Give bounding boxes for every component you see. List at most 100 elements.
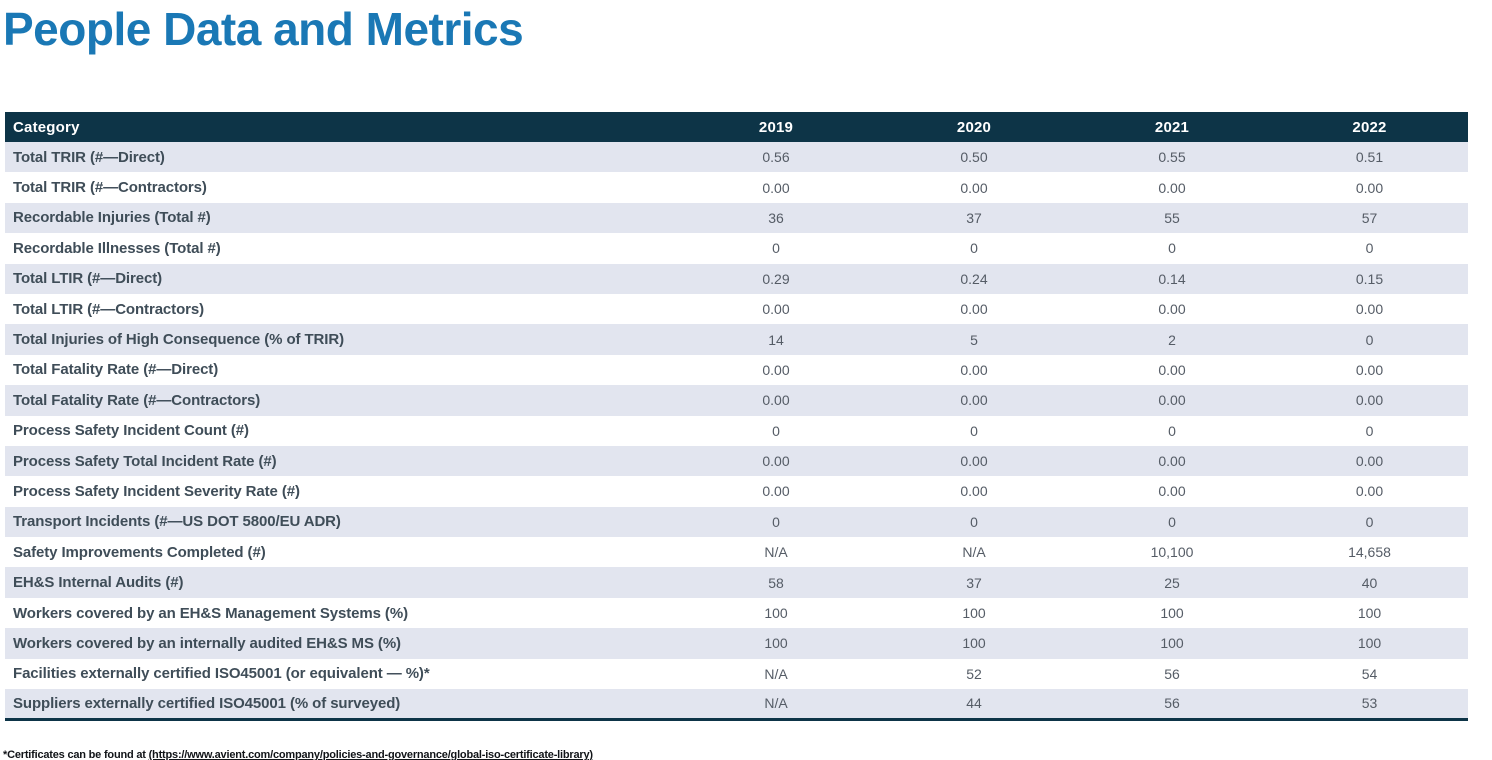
table-row: Total TRIR (#—Contractors) 0.00 0.00 0.00 0.… [5, 172, 1468, 203]
value-cell: 14,658 [1348, 544, 1391, 561]
table-row: Total LTIR (#—Direct) 0.29 0.24 0.14 0.15 [5, 263, 1468, 294]
category-cell: Transport Incidents (#—US DOT 5800/EU AD… [13, 513, 341, 531]
category-cell: Total Fatality Rate (#—Direct) [13, 361, 219, 379]
value-cell: 100 [1357, 605, 1382, 622]
value-cell: 10,100 [1150, 544, 1194, 561]
value-cell: 0.14 [1158, 270, 1186, 287]
value-cell: 0.00 [1158, 392, 1186, 409]
value-cell: 0 [970, 513, 978, 530]
value-cell: 55 [1164, 209, 1180, 226]
table-row: Total TRIR (#—Direct) 0.56 0.50 0.55 0.51 [5, 142, 1468, 173]
value-cell: 0.00 [960, 301, 988, 318]
table-row: Facilities externally certified ISO45001… [5, 658, 1468, 690]
category-cell: Total LTIR (#—Direct) [13, 270, 163, 288]
value-cell: 0.15 [1355, 270, 1384, 287]
value-cell: 0.00 [1355, 453, 1384, 470]
value-cell: 0.00 [1355, 179, 1384, 196]
value-cell: 0.00 [1158, 483, 1186, 500]
value-cell: 100 [1160, 635, 1184, 652]
value-cell: 0.29 [762, 270, 790, 287]
value-cell: 5 [970, 331, 978, 348]
category-cell: Total TRIR (#—Direct) [13, 148, 165, 166]
category-cell: Total Injuries of High Consequence (% of… [13, 331, 344, 349]
value-cell: 2 [1168, 331, 1176, 348]
value-cell: 0 [970, 422, 978, 439]
value-cell: 0.00 [960, 179, 988, 196]
value-cell: 0 [772, 240, 780, 257]
table-row: Total Injuries of High Consequence (% of… [5, 324, 1468, 355]
table-row: Total LTIR (#—Contractors) 0.00 0.00 0.00 0.… [5, 293, 1468, 325]
value-cell: 0.55 [1158, 149, 1186, 166]
value-cell: 40 [1361, 574, 1378, 591]
value-cell: 0.00 [762, 453, 790, 470]
table-row: Recordable Injuries (Total #) 36 37 55 57 [5, 202, 1468, 234]
value-cell: 0 [1365, 422, 1374, 439]
footnote: *Certificates can be found at (https://w… [3, 749, 593, 760]
table-row: Workers covered by an internally audited… [5, 628, 1468, 659]
table-row: Transport Incidents (#—US DOT 5800/EU AD… [5, 506, 1468, 538]
table-row: Safety Improvements Completed (#) N/A N/A 1… [5, 537, 1468, 568]
table-row: Total Fatality Rate (#—Direct) 0.00 0.00 0.… [5, 354, 1468, 386]
value-cell: 100 [962, 635, 986, 652]
footnote-text: *Certificates can be found at [3, 749, 149, 760]
value-cell: 0.00 [762, 392, 790, 409]
table-row: Process Safety Incident Severity Rate (#… [5, 476, 1468, 507]
value-cell: 100 [764, 635, 788, 652]
value-cell: 0.00 [960, 483, 988, 500]
column-header-year: 2021 [1073, 112, 1271, 142]
value-cell: 56 [1164, 665, 1180, 682]
value-cell: 100 [764, 605, 788, 622]
column-header-category: Category [5, 112, 677, 142]
value-cell: N/A [764, 695, 788, 712]
value-cell: N/A [764, 544, 788, 561]
table-row: Recordable Illnesses (Total #) 0 0 0 0 [5, 233, 1468, 264]
value-cell: 56 [1164, 695, 1180, 712]
value-cell: 44 [966, 695, 982, 712]
value-cell: 0 [1168, 240, 1176, 257]
value-cell: 0.51 [1355, 149, 1384, 166]
value-cell: 14 [768, 331, 784, 348]
value-cell: 0 [772, 513, 780, 530]
value-cell: 0 [1365, 331, 1374, 348]
value-cell: 0.00 [762, 179, 790, 196]
table-row: Process Safety Incident Count (#) 0 0 0 0 [5, 415, 1468, 446]
table-row: Process Safety Total Incident Rate (#) 0.… [5, 445, 1468, 477]
header-row: Category 2019 2020 2021 2022 [5, 112, 1468, 142]
value-cell: 0.00 [1158, 453, 1186, 470]
category-cell: Safety Improvements Completed (#) [13, 543, 266, 561]
category-cell: Total LTIR (#—Contractors) [13, 300, 205, 318]
page-title: People Data and Metrics [3, 3, 524, 55]
metrics-table: Category 2019 2020 2021 2022 Total TRIR (#—D… [5, 112, 1468, 721]
value-cell: 58 [768, 574, 784, 591]
category-cell: Total Fatality Rate (#—Contractors) [13, 391, 261, 409]
value-cell: 0.56 [762, 149, 790, 166]
category-cell: Recordable Illnesses (Total #) [13, 239, 221, 257]
category-cell: Workers covered by an internally audited… [13, 634, 401, 652]
value-cell: 0.00 [1158, 361, 1186, 378]
value-cell: 0 [1168, 513, 1176, 530]
value-cell: 53 [1361, 695, 1378, 712]
value-cell: 100 [1160, 605, 1184, 622]
value-cell: 0.24 [960, 270, 988, 287]
footnote-link[interactable]: (https://www.avient.com/company/policies… [148, 749, 593, 760]
value-cell: 0.00 [1355, 301, 1384, 318]
category-cell: Total TRIR (#—Contractors) [13, 179, 207, 197]
category-cell: Suppliers externally certified ISO45001 … [13, 694, 401, 712]
category-cell: Process Safety Incident Severity Rate (#… [13, 482, 300, 500]
category-cell: EH&S Internal Audits (#) [13, 574, 184, 592]
value-cell: 0 [1168, 422, 1176, 439]
value-cell: 0.00 [960, 453, 988, 470]
value-cell: 37 [966, 574, 982, 591]
value-cell: 0.50 [960, 149, 988, 166]
value-cell: 100 [962, 605, 986, 622]
value-cell: 0.00 [1158, 301, 1186, 318]
value-cell: 25 [1164, 574, 1180, 591]
category-cell: Process Safety Incident Count (#) [13, 422, 249, 440]
category-cell: Facilities externally certified ISO45001… [13, 665, 430, 683]
value-cell: 37 [966, 209, 982, 226]
value-cell: 0.00 [762, 361, 790, 378]
table-row: Total Fatality Rate (#—Contractors) 0.00 0… [5, 385, 1468, 416]
value-cell: 0.00 [1355, 392, 1384, 409]
value-cell: 100 [1357, 635, 1382, 652]
category-cell: Workers covered by an EH&S Management Sy… [13, 604, 408, 622]
